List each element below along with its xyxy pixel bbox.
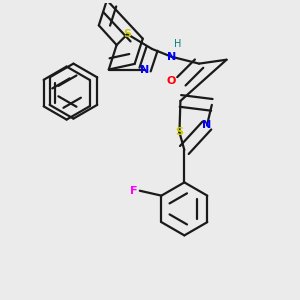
Text: S: S [176, 127, 183, 137]
Text: N: N [140, 64, 150, 74]
Text: N: N [167, 52, 176, 62]
Text: F: F [130, 186, 138, 196]
Text: H: H [174, 39, 181, 49]
Text: O: O [167, 76, 176, 86]
Text: S: S [123, 29, 131, 39]
Text: N: N [202, 121, 212, 130]
